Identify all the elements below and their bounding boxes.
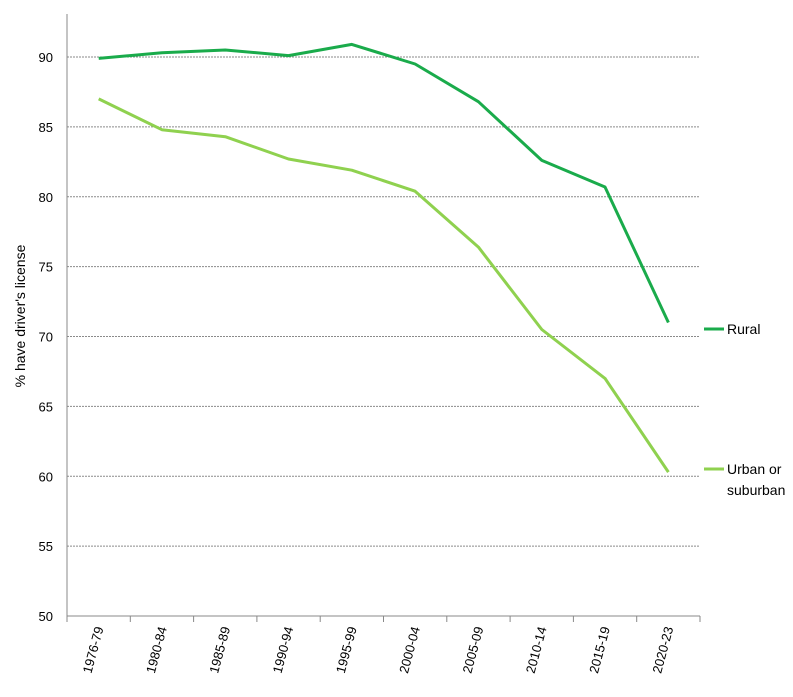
y-tick-label: 60 — [39, 469, 53, 484]
x-tick-label: 2015-19 — [586, 625, 613, 675]
x-tick-label: 2005-09 — [460, 625, 487, 675]
y-tick-label: 90 — [39, 50, 53, 65]
series-label: suburban — [727, 482, 785, 498]
x-tick-label: 2000-04 — [396, 625, 423, 675]
y-tick-label: 75 — [39, 260, 53, 275]
series-label: Rural — [727, 321, 760, 337]
axes: 50 55 60 65 70 75 80 85 90 1976-79 1980-84 1985-89 1… — [39, 14, 701, 675]
y-tick-label: 80 — [39, 190, 53, 205]
series-line — [98, 97, 670, 473]
series-labels: Rural Urban or suburban — [704, 321, 785, 498]
y-tick-label: 70 — [39, 330, 53, 345]
series-label: Urban or — [727, 461, 782, 477]
y-tick-label: 65 — [39, 399, 53, 414]
x-tick-label: 2010-14 — [523, 625, 550, 675]
x-tick-label: 1980-84 — [143, 625, 170, 675]
x-tick-label: 1990-94 — [270, 625, 297, 675]
y-tick-label: 85 — [39, 120, 53, 135]
x-tick-label: 2020-23 — [649, 625, 676, 675]
x-tick-label: 1976-79 — [80, 625, 107, 675]
series-line — [98, 42, 670, 324]
x-tick-label: 1995-99 — [333, 625, 360, 675]
series-lines — [98, 42, 670, 473]
y-axis-title: % have driver's license — [12, 244, 28, 387]
gridlines — [67, 56, 700, 547]
x-tick-label: 1985-89 — [206, 625, 233, 675]
y-tick-label: 50 — [39, 609, 53, 624]
y-tick-label: 55 — [39, 539, 53, 554]
